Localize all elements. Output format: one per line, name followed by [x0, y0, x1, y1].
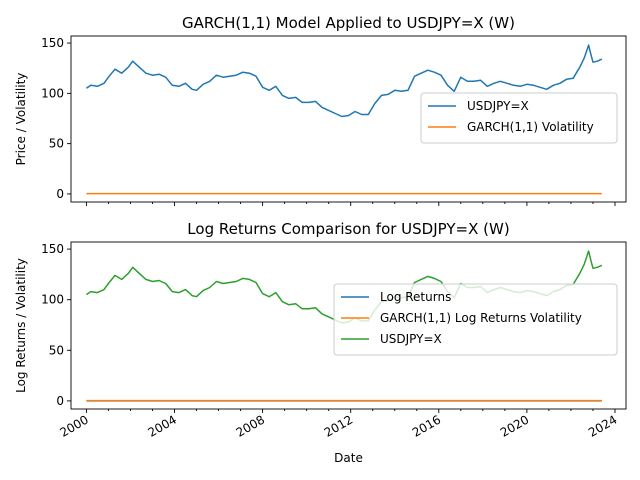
- legend-label: USDJPY=X: [467, 99, 529, 113]
- y-axis-label: Log Returns / Volatility: [14, 258, 28, 393]
- series-line-usdjpy-x: [85, 44, 603, 118]
- legend-box: [333, 283, 618, 356]
- y-tick-label: 100: [41, 86, 64, 100]
- legend: USDJPY=X GARCH(1,1) Volatility: [420, 92, 618, 144]
- y-tick-label: 150: [41, 36, 64, 50]
- chart-panel-1: GARCH(1,1) Model Applied to USDJPY=X (W)…: [14, 14, 627, 206]
- y-axis-label: Price / Volatility: [14, 73, 28, 166]
- x-tick-label: 2020: [498, 412, 531, 439]
- legend-label: GARCH(1,1) Volatility: [467, 120, 594, 134]
- y-tick-label: 0: [56, 394, 64, 408]
- x-tick-label: 2008: [234, 412, 267, 439]
- chart-title: GARCH(1,1) Model Applied to USDJPY=X (W): [182, 14, 515, 32]
- legend: Log Returns GARCH(1,1) Log Returns Volati…: [333, 283, 618, 356]
- legend-label: GARCH(1,1) Log Returns Volatility: [380, 311, 582, 325]
- y-tick-label: 150: [41, 242, 64, 256]
- x-tick-label: 2012: [322, 412, 355, 439]
- y-tick-label: 100: [41, 293, 64, 307]
- x-tick-label: 2004: [146, 412, 179, 439]
- y-tick-label: 0: [56, 187, 64, 201]
- x-tick-label: 2024: [586, 412, 619, 439]
- legend-box: [420, 92, 618, 144]
- legend-label: USDJPY=X: [380, 332, 442, 346]
- y-tick-label: 50: [49, 343, 64, 357]
- plot-frame: [70, 241, 627, 410]
- x-tick-label: 2016: [410, 412, 443, 439]
- legend-label: Log Returns: [380, 290, 451, 304]
- plot-frame: [70, 35, 627, 203]
- x-axis-label: Date: [334, 451, 363, 465]
- y-tick-label: 50: [49, 137, 64, 151]
- chart-panel-2: Log Returns Comparison for USDJPY=X (W) 0…: [14, 220, 627, 465]
- chart-title: Log Returns Comparison for USDJPY=X (W): [187, 220, 509, 238]
- x-tick-label: 2000: [57, 412, 90, 439]
